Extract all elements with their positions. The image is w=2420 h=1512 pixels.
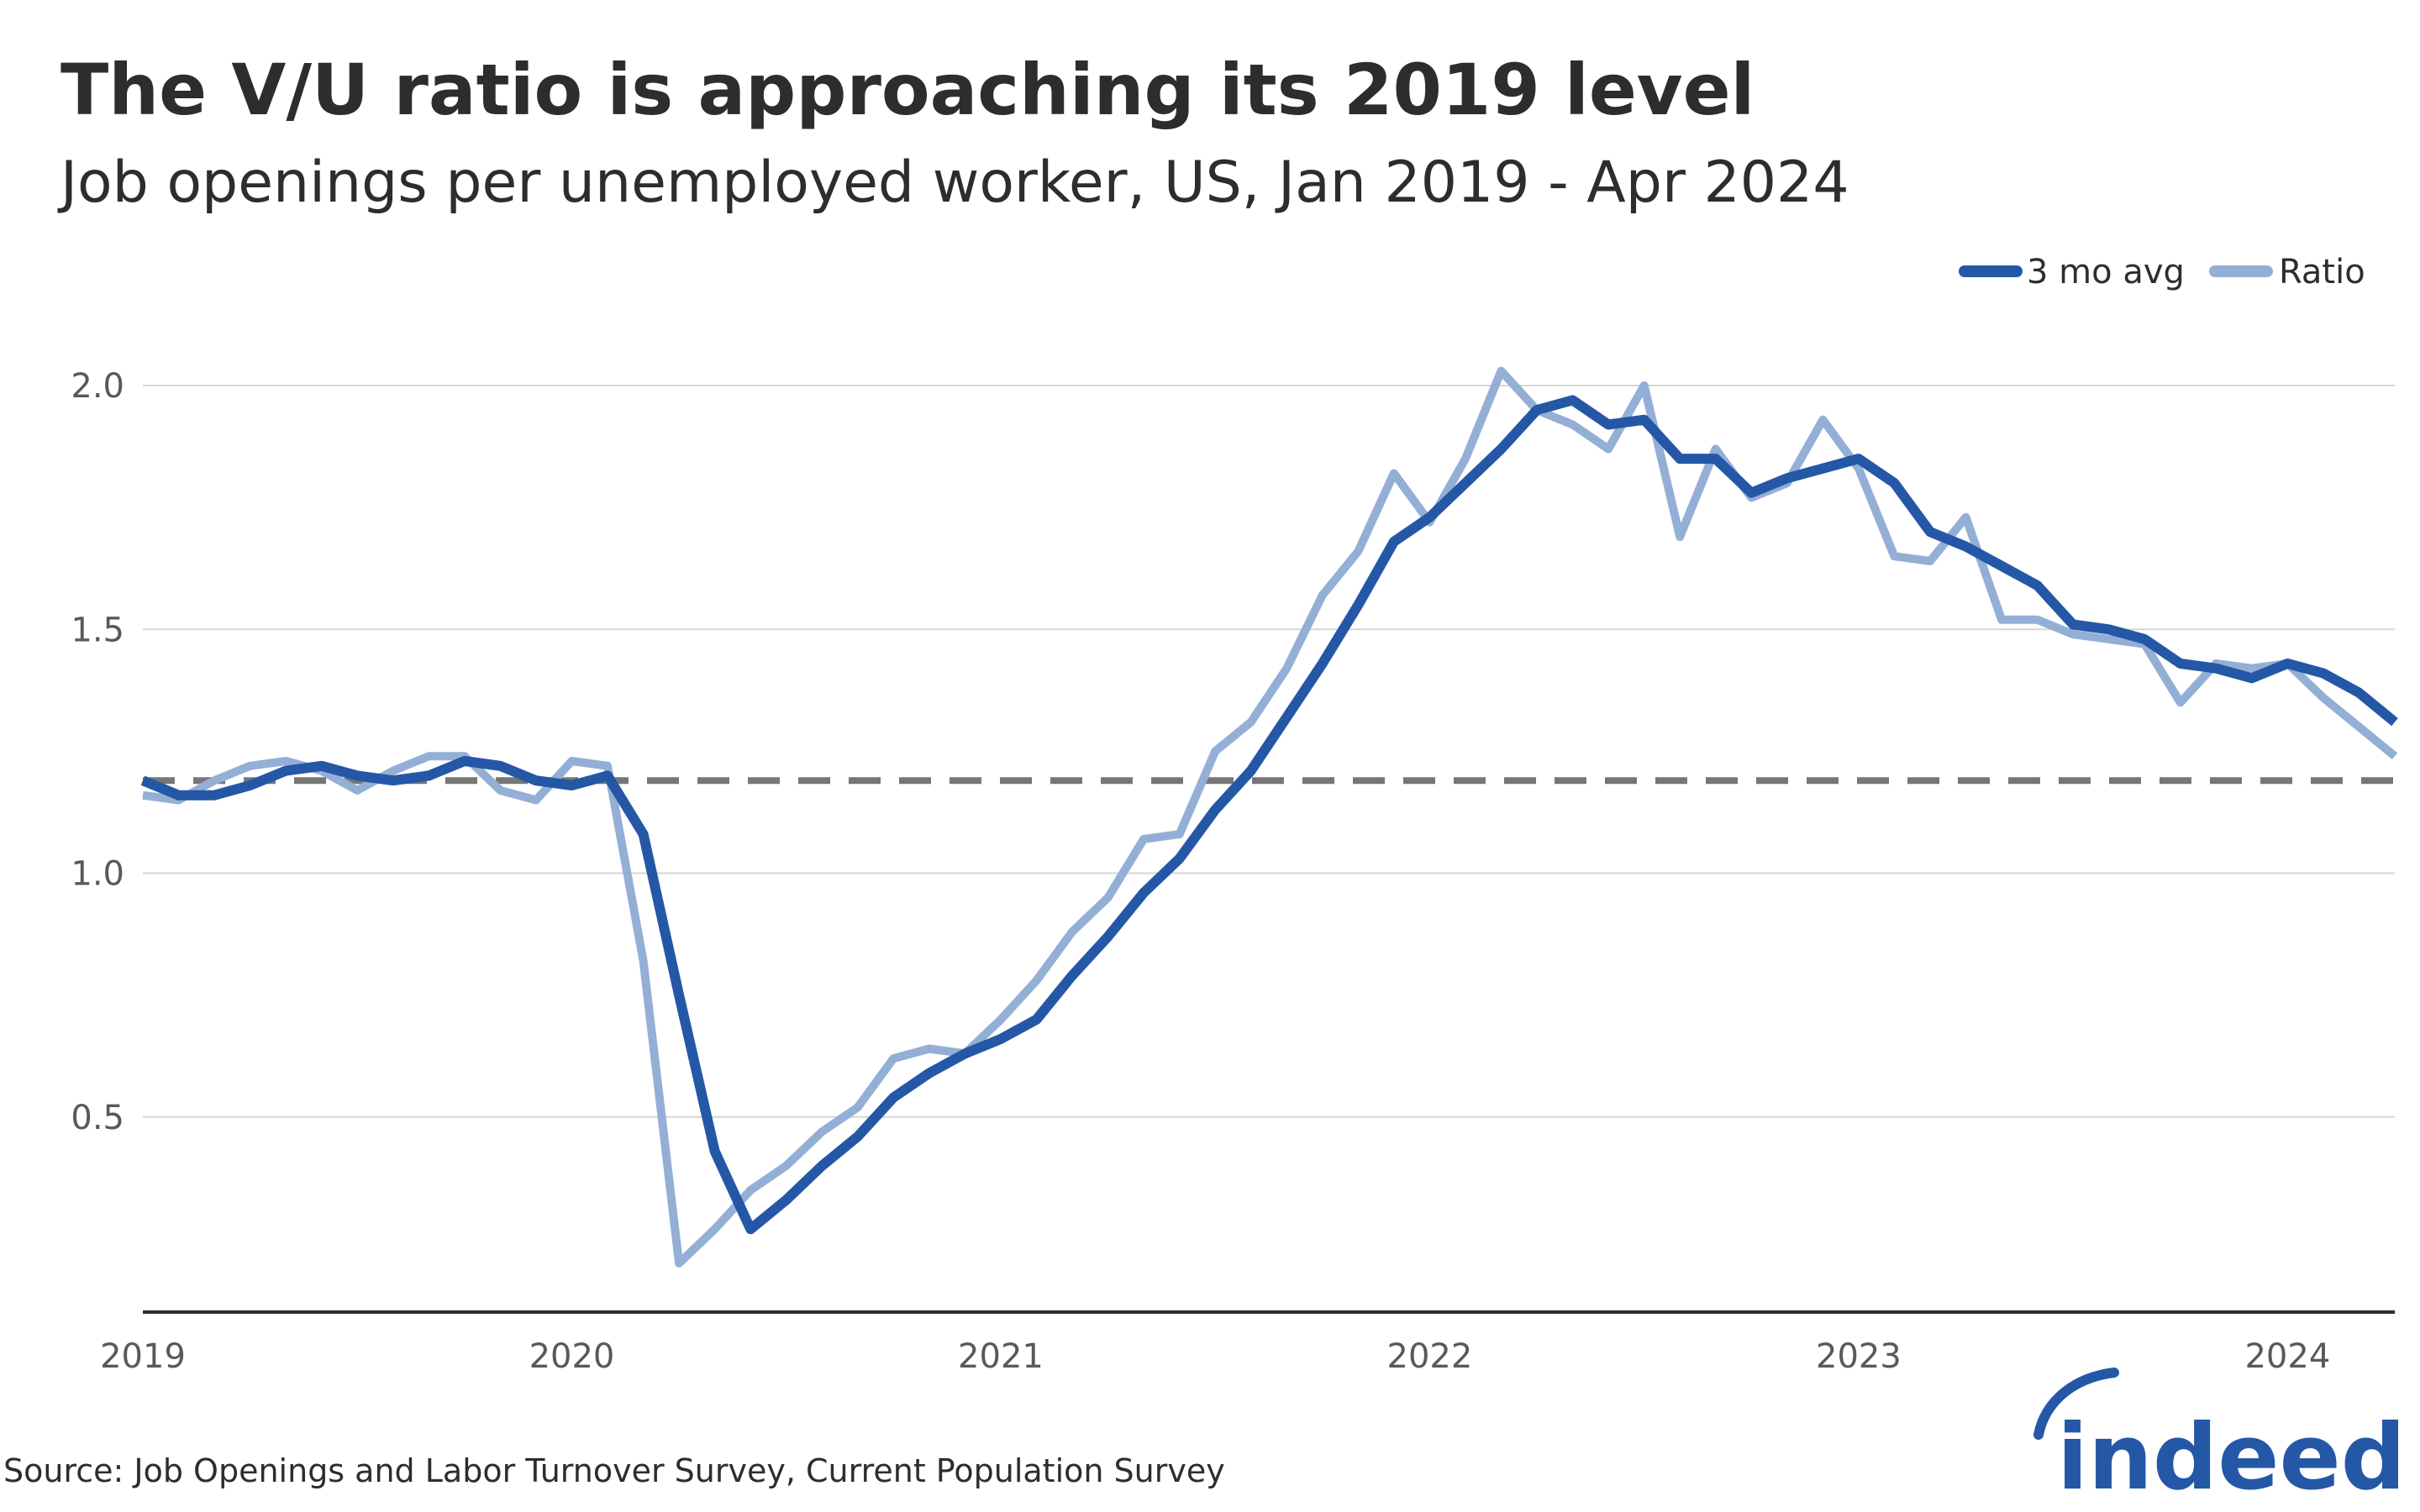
series-lines <box>140 366 2398 1268</box>
y-tick-label: 2.0 <box>71 367 124 406</box>
x-tick-label: 2023 <box>1816 1337 1902 1376</box>
legend: 3 mo avg Ratio <box>1959 253 2365 291</box>
y-tick-label: 0.5 <box>71 1099 124 1137</box>
source-note: Source: Job Openings and Labor Turnover … <box>3 1452 1225 1489</box>
chart-title: The V/U ratio is approaching its 2019 le… <box>60 49 1754 131</box>
legend-label-3-mo-avg: 3 mo avg <box>2027 253 2185 291</box>
logo-arc-icon <box>2033 1368 2119 1440</box>
y-tick-label: 1.0 <box>71 855 124 894</box>
y-tick-label: 1.5 <box>71 611 124 649</box>
x-tick-label: 2021 <box>958 1337 1044 1376</box>
x-axis-ticks: 2019 2020 2021 2022 2023 2024 <box>100 1337 2330 1376</box>
x-tick-label: 2020 <box>529 1337 615 1376</box>
logo-wordmark: indeed <box>2057 1405 2406 1510</box>
series-line-3-mo-avg <box>140 395 2398 1235</box>
gridlines <box>143 385 2395 1118</box>
series-line-ratio <box>142 366 2398 1268</box>
x-tick-label: 2022 <box>1387 1337 1473 1376</box>
indeed-logo: indeed <box>2033 1368 2406 1510</box>
chart-subtitle: Job openings per unemployed worker, US, … <box>57 150 1849 216</box>
x-tick-label: 2024 <box>2244 1337 2330 1376</box>
x-tick-label: 2019 <box>100 1337 186 1376</box>
y-axis-ticks: 0.5 1.0 1.5 2.0 <box>71 367 124 1137</box>
legend-label-ratio: Ratio <box>2279 253 2365 291</box>
